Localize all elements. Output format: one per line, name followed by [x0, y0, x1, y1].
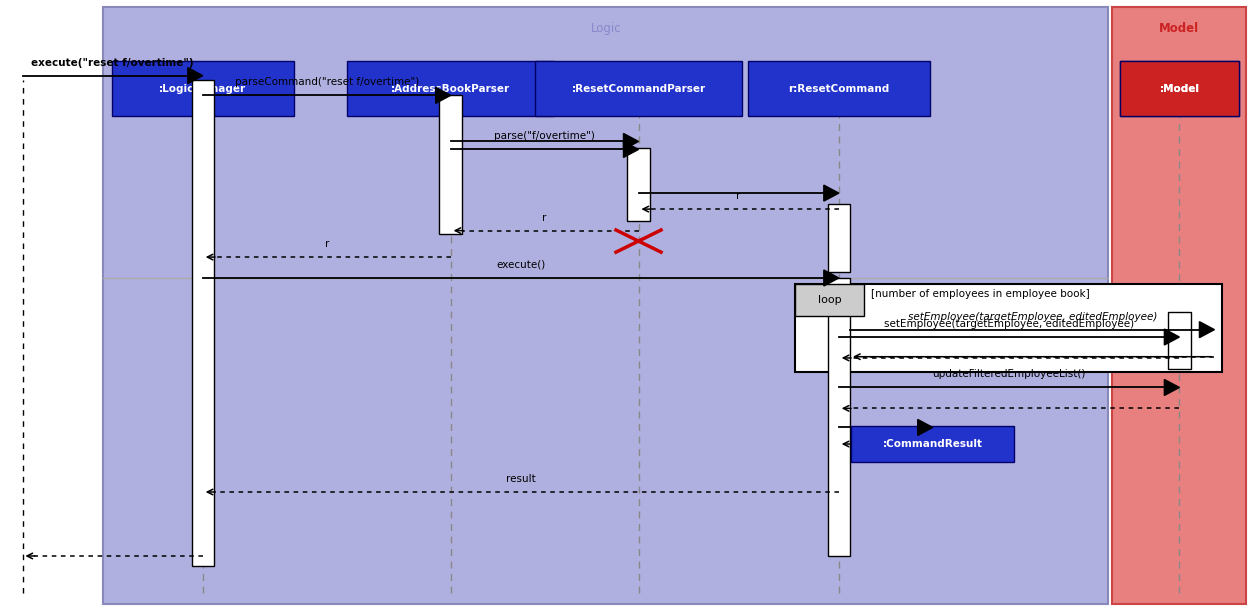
Text: setEmployee(targetEmployee, editedEmployee): setEmployee(targetEmployee, editedEmploy…	[908, 312, 1157, 322]
Bar	[795, 284, 864, 316]
Text: :AddressBookParser: :AddressBookParser	[391, 84, 511, 93]
Polygon shape	[1164, 329, 1179, 345]
Bar	[347, 62, 553, 116]
Text: :Model: :Model	[1159, 84, 1199, 93]
Text: Model: Model	[1158, 22, 1199, 34]
Text: :Model: :Model	[1159, 84, 1199, 93]
Polygon shape	[623, 141, 639, 157]
Polygon shape	[623, 133, 639, 149]
Text: [number of employees in employee book]: [number of employees in employee book]	[871, 289, 1090, 299]
Polygon shape	[1164, 379, 1179, 395]
Text: result: result	[506, 474, 536, 484]
Bar	[1119, 62, 1239, 116]
Text: setEmployee(targetEmployee, editedEmployee): setEmployee(targetEmployee, editedEmploy…	[884, 319, 1134, 329]
Text: updateFilteredEmployeeList(): updateFilteredEmployeeList()	[933, 370, 1085, 379]
Bar	[439, 95, 462, 234]
Text: execute(): execute()	[496, 260, 546, 270]
Bar	[1168, 312, 1191, 369]
Polygon shape	[1199, 322, 1214, 338]
Text: loop: loop	[818, 295, 841, 305]
Text: :LogicManager: :LogicManager	[159, 84, 247, 93]
Polygon shape	[824, 185, 839, 201]
Bar	[536, 62, 741, 116]
Text: parseCommand("reset f/overtime"): parseCommand("reset f/overtime")	[234, 77, 419, 87]
Text: r: r	[324, 239, 329, 249]
Text: Logic: Logic	[591, 22, 621, 34]
Text: r: r	[736, 191, 741, 201]
Bar	[192, 80, 214, 566]
Text: parse("f/overtime"): parse("f/overtime")	[495, 132, 595, 141]
Bar	[795, 284, 1222, 372]
Polygon shape	[824, 270, 839, 286]
Bar	[1112, 7, 1246, 604]
Text: r:ResetCommand: r:ResetCommand	[789, 84, 889, 93]
Polygon shape	[436, 87, 451, 103]
Text: execute("reset f/overtime"): execute("reset f/overtime")	[31, 58, 194, 68]
Bar	[851, 426, 1014, 462]
Bar	[1119, 62, 1239, 116]
Bar	[113, 62, 293, 116]
Bar	[828, 278, 850, 556]
Polygon shape	[918, 419, 933, 435]
Text: r: r	[542, 213, 547, 223]
Bar	[627, 148, 650, 221]
Bar	[828, 204, 850, 272]
Bar	[103, 7, 1108, 604]
Polygon shape	[188, 68, 203, 84]
Bar	[749, 62, 929, 116]
Text: :ResetCommandParser: :ResetCommandParser	[571, 84, 706, 93]
Text: :CommandResult: :CommandResult	[883, 439, 983, 449]
